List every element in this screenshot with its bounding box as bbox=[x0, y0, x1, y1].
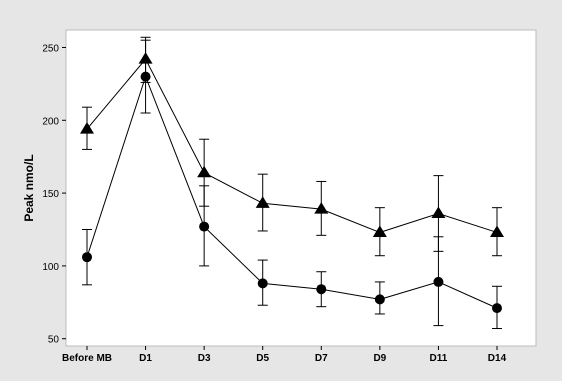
data-point bbox=[316, 284, 327, 295]
plot-area bbox=[65, 29, 537, 347]
data-point bbox=[374, 294, 385, 305]
x-tick-label: D3 bbox=[198, 353, 211, 364]
data-point bbox=[257, 278, 268, 289]
data-point bbox=[431, 206, 446, 219]
x-tick-label: D1 bbox=[139, 353, 152, 364]
y-tick-label: 100 bbox=[42, 262, 59, 273]
y-axis: 50 100 150 200 250 bbox=[42, 43, 66, 346]
data-point bbox=[255, 196, 270, 208]
x-tick-label: D7 bbox=[315, 353, 328, 364]
y-tick-label: 50 bbox=[48, 335, 60, 346]
data-point bbox=[491, 303, 502, 314]
series-line bbox=[86, 75, 498, 309]
data-point bbox=[433, 276, 444, 287]
data-point bbox=[82, 252, 92, 263]
y-tick-label: 200 bbox=[42, 116, 59, 127]
data-point bbox=[314, 202, 329, 214]
x-tick-label: Before MB bbox=[62, 353, 112, 364]
x-tick-label: D11 bbox=[430, 353, 448, 364]
x-tick-label: D9 bbox=[373, 353, 386, 364]
data-point bbox=[197, 165, 212, 178]
series-triangle bbox=[80, 36, 504, 257]
y-tick-label: 150 bbox=[42, 189, 59, 200]
data-point bbox=[372, 225, 387, 237]
x-tick-label: D5 bbox=[256, 353, 269, 364]
y-axis-label: Peak nmo/L bbox=[22, 154, 36, 221]
series-layer bbox=[80, 36, 504, 330]
data-point bbox=[138, 52, 153, 64]
data-point bbox=[489, 225, 504, 237]
x-tick-label: D14 bbox=[488, 353, 507, 364]
x-axis: Before MB D1 D3 D5 D7 D9 D11 D14 bbox=[62, 346, 507, 364]
data-point bbox=[80, 122, 94, 134]
y-tick-label: 250 bbox=[42, 43, 59, 54]
data-point bbox=[199, 221, 210, 232]
series-line bbox=[86, 58, 498, 233]
